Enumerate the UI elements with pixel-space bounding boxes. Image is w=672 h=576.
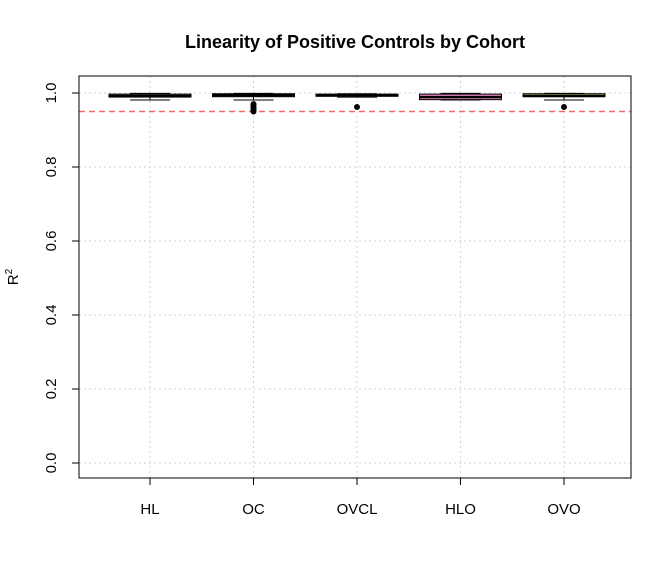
box-ovo	[522, 92, 606, 111]
grid	[79, 76, 631, 478]
y-tick-label: 0.6	[43, 231, 60, 252]
y-tick-label: 0.0	[43, 453, 60, 474]
outlier-point	[250, 101, 257, 108]
x-tick-label: OC	[242, 501, 265, 518]
box-ovcl	[315, 93, 399, 111]
y-axis-label-base: R	[5, 274, 22, 285]
x-tick-label: OVO	[547, 501, 580, 518]
outlier-point	[353, 104, 360, 111]
y-tick-label: 0.8	[43, 157, 60, 178]
y-axis: 0.0 0.2 0.4 0.6 0.8 1.0	[43, 83, 79, 474]
boxes	[108, 92, 606, 115]
box-hlo	[419, 92, 502, 101]
y-axis-label-superscript: 2	[4, 268, 15, 274]
x-tick-label: OVCL	[337, 501, 378, 518]
box-oc	[212, 92, 295, 115]
plot-frame	[78, 75, 632, 479]
y-tick-label: 0.2	[43, 379, 60, 400]
box-hl	[108, 92, 192, 101]
outlier-point	[561, 104, 568, 111]
y-tick-label: 0.4	[43, 305, 60, 326]
y-axis-label: R2	[4, 268, 22, 285]
y-tick-label: 1.0	[43, 83, 60, 104]
chart-title: Linearity of Positive Controls by Cohort	[185, 32, 525, 52]
x-tick-label: HL	[140, 501, 159, 518]
x-axis: HL OC OVCL HLO OVO	[140, 478, 581, 518]
x-tick-label: HLO	[445, 501, 476, 518]
